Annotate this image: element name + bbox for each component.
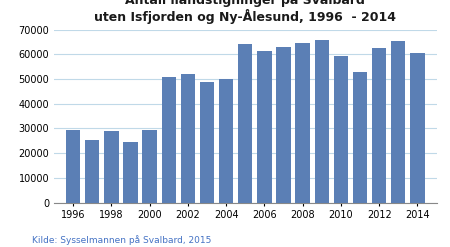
Bar bbox=[162, 77, 176, 203]
Bar bbox=[410, 53, 424, 203]
Bar bbox=[391, 41, 405, 203]
Bar bbox=[315, 40, 329, 203]
Bar bbox=[181, 74, 195, 203]
Bar bbox=[66, 130, 80, 203]
Bar bbox=[372, 48, 386, 203]
Text: Kilde: Sysselmannen på Svalbard, 2015: Kilde: Sysselmannen på Svalbard, 2015 bbox=[32, 235, 211, 245]
Title: Antall ilandstigninger på Svalbard
uten Isfjorden og Ny-Ålesund, 1996  - 2014: Antall ilandstigninger på Svalbard uten … bbox=[94, 0, 396, 24]
Bar bbox=[219, 79, 233, 203]
Bar bbox=[276, 47, 291, 203]
Bar bbox=[334, 56, 348, 203]
Bar bbox=[257, 51, 271, 203]
Bar bbox=[296, 43, 310, 203]
Bar bbox=[238, 44, 252, 203]
Bar bbox=[143, 130, 157, 203]
Bar bbox=[200, 82, 214, 203]
Bar bbox=[353, 72, 367, 203]
Bar bbox=[85, 140, 99, 203]
Bar bbox=[104, 131, 118, 203]
Bar bbox=[123, 142, 138, 203]
